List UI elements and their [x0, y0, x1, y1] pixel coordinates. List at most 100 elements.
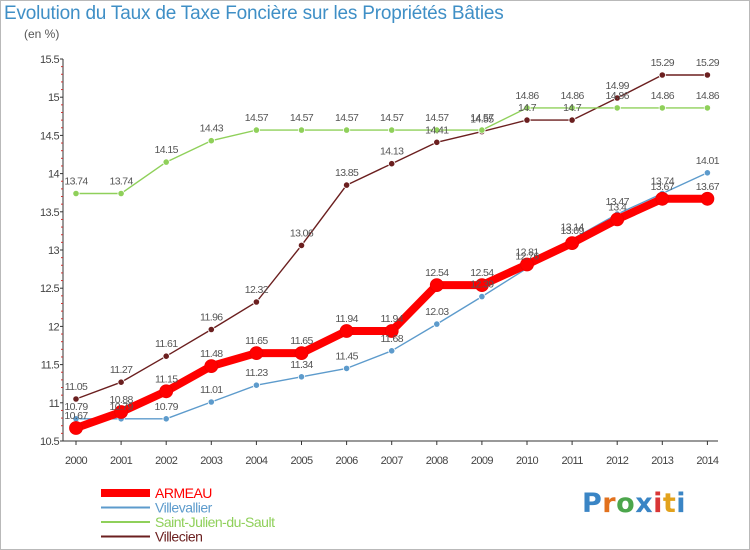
data-point — [568, 104, 576, 112]
y-tick-label: 15.5 — [40, 54, 59, 66]
data-label: 13.85 — [335, 167, 359, 179]
data-point — [429, 278, 444, 293]
data-point — [703, 71, 712, 79]
data-label: 13.06 — [290, 227, 314, 239]
data-label: 14.55 — [470, 114, 494, 126]
y-tick-label: 13.5 — [40, 207, 59, 219]
x-tick-label: 2014 — [696, 455, 719, 467]
legend-label: ARMEAU — [155, 485, 212, 501]
data-point — [388, 126, 396, 134]
data-label: 11.96 — [200, 312, 223, 324]
data-label: 11.05 — [65, 381, 88, 393]
data-label: 13.4 — [608, 201, 627, 213]
x-tick-label: 2011 — [561, 455, 583, 467]
y-tick-label: 15 — [48, 92, 60, 104]
data-label: 14.57 — [425, 112, 449, 124]
data-point — [610, 212, 625, 227]
data-label: 11.23 — [245, 367, 268, 379]
x-tick-label: 2005 — [290, 455, 313, 467]
legend-label: Villecien — [155, 529, 202, 545]
data-label: 14.57 — [470, 112, 494, 124]
data-point — [249, 346, 264, 361]
data-label: 12.03 — [425, 306, 449, 318]
data-label: 11.27 — [110, 364, 133, 376]
y-tick-label: 13 — [48, 245, 60, 257]
data-point — [523, 116, 531, 124]
data-point — [703, 104, 712, 112]
data-point — [162, 415, 170, 423]
data-point — [478, 292, 486, 301]
data-point — [162, 352, 170, 360]
data-label: 10.88 — [109, 394, 133, 406]
data-label: 12.39 — [470, 279, 494, 291]
x-tick-label: 2012 — [606, 455, 629, 467]
data-label: 13.74 — [651, 176, 675, 188]
data-label: 11.94 — [380, 313, 403, 325]
data-label: 11.94 — [335, 313, 358, 325]
axes: 10.5 11 11.5 12 12.5 13 13.5 14 14.5 15 15.5 2000 20… — [40, 54, 720, 467]
data-label: 13.14 — [560, 221, 584, 233]
data-point — [520, 257, 534, 272]
data-label: 13.67 — [651, 181, 675, 193]
data-label: 14.7 — [563, 102, 582, 114]
data-label: 11.48 — [200, 348, 223, 360]
data-label: 12.54 — [470, 267, 494, 279]
data-point — [207, 325, 215, 334]
data-label: 12.54 — [425, 267, 449, 279]
proxiti-logo: Proxiti — [582, 488, 686, 519]
x-tick-label: 2006 — [336, 455, 359, 467]
data-label: 11.15 — [155, 373, 178, 385]
data-point — [433, 138, 441, 146]
data-point — [565, 236, 579, 251]
legend: ARMEAUVillevallierSaint-Julien-du-SaultV… — [101, 485, 276, 545]
y-tick-label: 10.5 — [40, 436, 59, 448]
data-point — [384, 324, 399, 338]
data-label: 11.65 — [290, 335, 313, 347]
data-point — [69, 421, 83, 435]
data-label: 11.65 — [245, 335, 268, 347]
data-point — [207, 398, 215, 406]
data-point — [613, 94, 621, 102]
y-tick-label: 14.5 — [40, 130, 59, 142]
x-tick-label: 2010 — [516, 455, 539, 467]
data-point — [388, 347, 396, 355]
data-label: 13.09 — [560, 225, 584, 237]
x-tick-label: 2002 — [155, 455, 178, 467]
legend-label: Saint-Julien-du-Sault — [155, 514, 275, 530]
y-tick-label: 11.5 — [41, 360, 60, 372]
data-point — [342, 364, 351, 372]
data-label: 11.45 — [335, 350, 358, 362]
data-label: 15.29 — [696, 57, 720, 69]
data-point — [252, 126, 260, 134]
data-label: 12.76 — [515, 250, 539, 262]
data-point — [72, 189, 80, 198]
data-label: 14.43 — [200, 123, 224, 135]
data-label: 13.74 — [64, 176, 88, 188]
x-tick-label: 2000 — [65, 455, 88, 467]
data-label: 14.13 — [380, 146, 404, 158]
data-labels: 11.05 11.27 11.61 11.96 12.32 13.06 13.85 14.13… — [64, 57, 720, 422]
data-label: 14.86 — [696, 90, 720, 102]
x-tick-label: 2001 — [110, 455, 133, 467]
data-point — [72, 395, 80, 403]
legend-label: Villevallier — [155, 500, 213, 516]
data-point — [568, 116, 576, 124]
y-unit-label: (en %) — [24, 27, 60, 41]
logo-letter: i — [653, 488, 663, 519]
logo-letter: x — [635, 488, 654, 519]
data-point — [433, 320, 441, 328]
x-tick-label: 2003 — [200, 455, 223, 467]
data-point — [162, 158, 170, 166]
data-label: 14.99 — [606, 80, 630, 92]
data-label: 10.79 — [64, 401, 88, 413]
data-point — [342, 126, 351, 134]
data-point — [658, 104, 666, 112]
data-label: 10.79 — [109, 401, 133, 413]
y-tick-label: 11 — [49, 398, 60, 410]
x-tick-label: 2009 — [471, 455, 494, 467]
data-point — [117, 378, 125, 386]
data-point — [478, 126, 486, 134]
x-tick-label: 2008 — [426, 455, 449, 467]
